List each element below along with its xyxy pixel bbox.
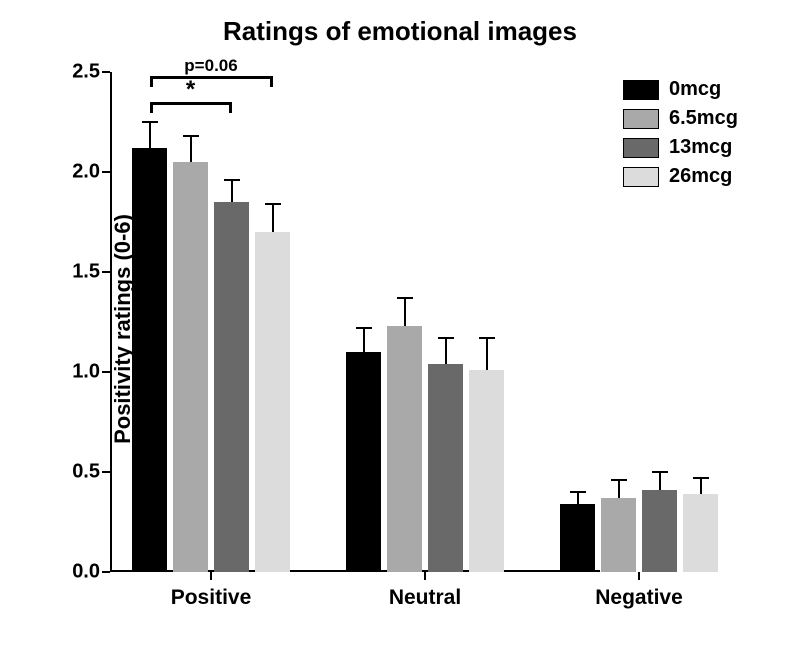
error-bar — [363, 328, 365, 352]
bar — [173, 162, 208, 572]
bar — [683, 494, 718, 572]
y-tick-label: 1.0 — [72, 361, 100, 384]
bar — [132, 148, 167, 572]
error-bar-cap — [142, 121, 158, 123]
legend-swatch — [623, 167, 659, 187]
legend-label: 13mcg — [669, 136, 732, 159]
error-bar — [190, 136, 192, 162]
y-tick-label: 1.5 — [72, 261, 100, 284]
y-tick-mark — [102, 371, 110, 373]
error-bar-cap — [356, 327, 372, 329]
legend-item: 0mcg — [623, 78, 738, 101]
chart-title: Ratings of emotional images — [0, 16, 800, 47]
error-bar — [404, 298, 406, 326]
error-bar-cap — [693, 477, 709, 479]
error-bar — [700, 478, 702, 494]
bar — [469, 370, 504, 572]
error-bar-cap — [397, 297, 413, 299]
error-bar-cap — [611, 479, 627, 481]
x-tick-mark — [424, 572, 426, 580]
error-bar-cap — [224, 179, 240, 181]
plot-area: 0.00.51.01.52.02.5PositiveNeutralNegativ… — [110, 72, 600, 572]
x-category-label: Negative — [595, 586, 683, 610]
x-tick-mark — [210, 572, 212, 580]
error-bar — [149, 122, 151, 148]
error-bar-cap — [183, 135, 199, 137]
bar — [387, 326, 422, 572]
error-bar-cap — [265, 203, 281, 205]
error-bar — [577, 492, 579, 504]
y-tick-label: 0.5 — [72, 461, 100, 484]
significance-label: * — [186, 76, 195, 104]
chart-container: Ratings of emotional images Positivity r… — [0, 0, 800, 658]
y-tick-mark — [102, 571, 110, 573]
y-tick-mark — [102, 171, 110, 173]
bar — [601, 498, 636, 572]
legend-swatch — [623, 138, 659, 158]
legend-label: 6.5mcg — [669, 107, 738, 130]
error-bar — [486, 338, 488, 370]
significance-label: p=0.06 — [184, 56, 237, 76]
legend-swatch — [623, 80, 659, 100]
error-bar — [618, 480, 620, 498]
y-tick-mark — [102, 271, 110, 273]
legend-item: 26mcg — [623, 165, 738, 188]
bar — [346, 352, 381, 572]
legend-item: 6.5mcg — [623, 107, 738, 130]
error-bar-cap — [438, 337, 454, 339]
y-tick-mark — [102, 471, 110, 473]
significance-bracket — [150, 76, 273, 79]
legend-label: 26mcg — [669, 165, 732, 188]
error-bar-cap — [570, 491, 586, 493]
y-axis-line — [110, 72, 112, 572]
error-bar — [231, 180, 233, 202]
legend-swatch — [623, 109, 659, 129]
bar — [560, 504, 595, 572]
y-tick-label: 2.5 — [72, 61, 100, 84]
error-bar-cap — [479, 337, 495, 339]
legend: 0mcg 6.5mcg 13mcg 26mcg — [623, 78, 738, 194]
error-bar — [445, 338, 447, 364]
error-bar-cap — [652, 471, 668, 473]
y-tick-label: 0.0 — [72, 561, 100, 584]
y-tick-label: 2.0 — [72, 161, 100, 184]
legend-label: 0mcg — [669, 78, 721, 101]
bar — [255, 232, 290, 572]
bar — [428, 364, 463, 572]
error-bar — [272, 204, 274, 232]
bar — [642, 490, 677, 572]
bar — [214, 202, 249, 572]
error-bar — [659, 472, 661, 490]
x-category-label: Neutral — [389, 586, 461, 610]
x-tick-mark — [638, 572, 640, 580]
x-category-label: Positive — [171, 586, 252, 610]
y-tick-mark — [102, 71, 110, 73]
legend-item: 13mcg — [623, 136, 738, 159]
